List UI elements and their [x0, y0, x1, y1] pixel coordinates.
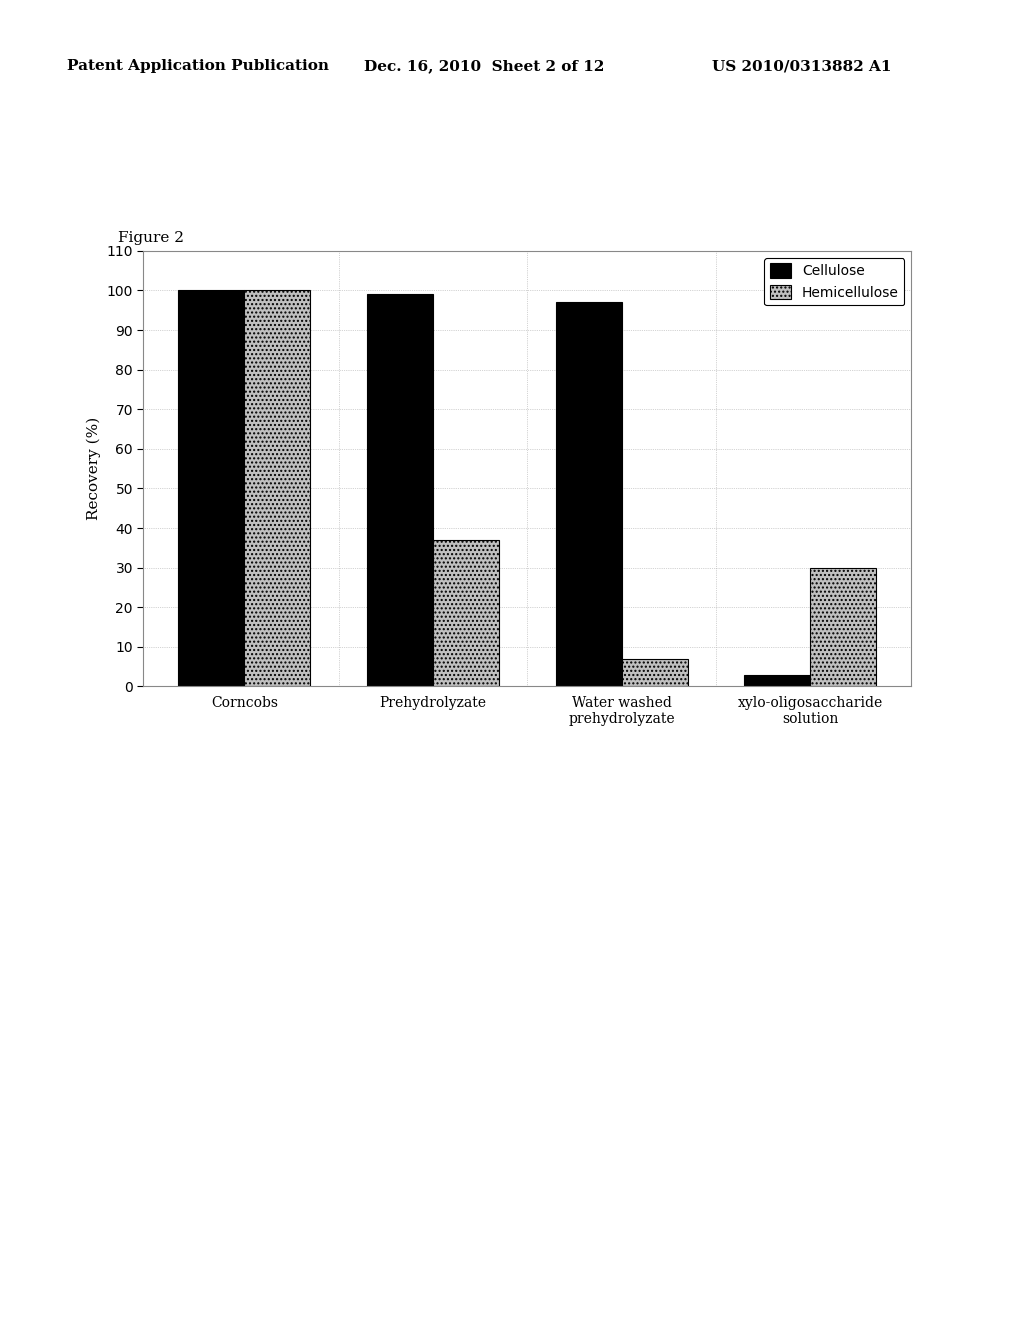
Bar: [367, 294, 433, 686]
Text: Dec. 16, 2010  Sheet 2 of 12: Dec. 16, 2010 Sheet 2 of 12: [364, 59, 604, 74]
Bar: [810, 568, 877, 686]
Bar: [744, 675, 810, 686]
Text: Patent Application Publication: Patent Application Publication: [67, 59, 329, 74]
Bar: [622, 659, 688, 686]
Legend: Cellulose, Hemicellulose: Cellulose, Hemicellulose: [765, 257, 904, 305]
Bar: [245, 290, 310, 686]
Y-axis label: Recovery (%): Recovery (%): [86, 417, 101, 520]
Bar: [556, 302, 622, 686]
Bar: [178, 290, 245, 686]
Text: Figure 2: Figure 2: [118, 231, 183, 246]
Bar: [433, 540, 499, 686]
Text: US 2010/0313882 A1: US 2010/0313882 A1: [712, 59, 891, 74]
